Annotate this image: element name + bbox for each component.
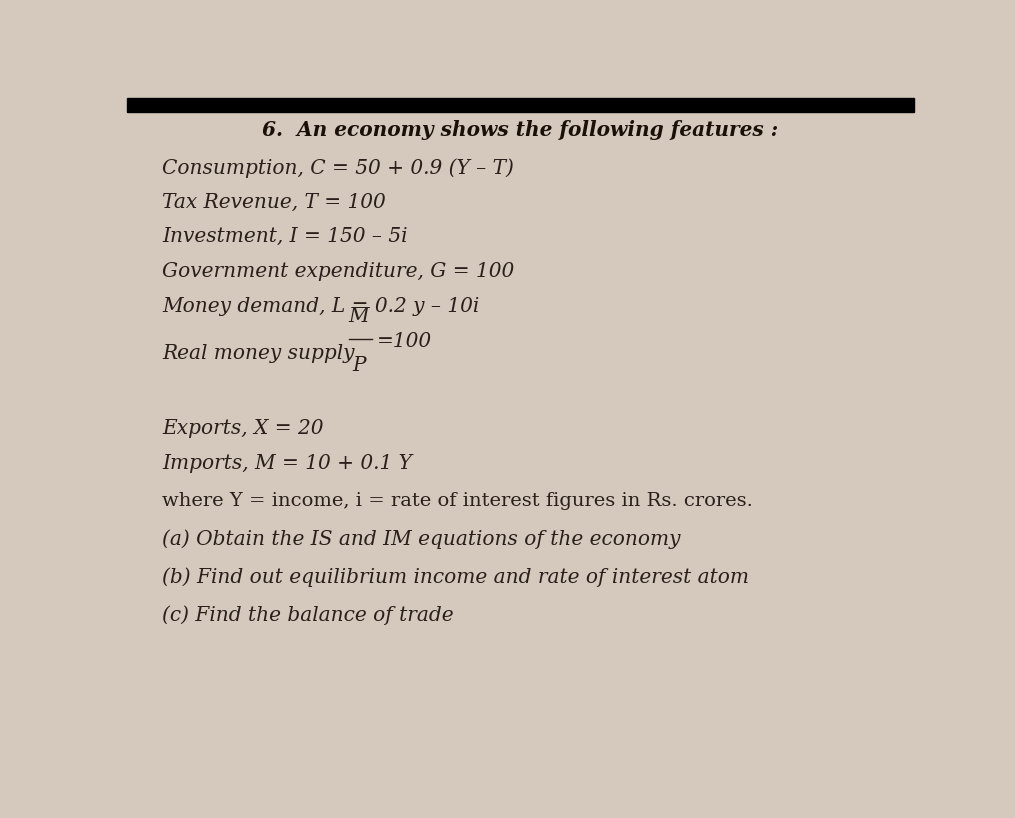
Text: where Y = income, i = rate of interest figures in Rs. crores.: where Y = income, i = rate of interest f… (162, 492, 753, 510)
Text: Real money supply: Real money supply (162, 344, 355, 363)
Text: Government expenditure, G = 100: Government expenditure, G = 100 (162, 262, 515, 281)
Text: Consumption, C = 50 + 0.9 (Y – T): Consumption, C = 50 + 0.9 (Y – T) (162, 158, 515, 178)
Text: 6.  An economy shows the following features :: 6. An economy shows the following featur… (262, 120, 779, 140)
Text: Imports, M = 10 + 0.1 Y: Imports, M = 10 + 0.1 Y (162, 454, 412, 473)
Text: Investment, I = 150 – 5i: Investment, I = 150 – 5i (162, 227, 408, 246)
Text: M: M (348, 308, 369, 326)
Text: (b) Find out equilibrium income and rate of interest atom: (b) Find out equilibrium income and rate… (162, 568, 749, 587)
Text: P: P (352, 357, 365, 375)
Text: =100: =100 (377, 332, 432, 352)
Text: (c) Find the balance of trade: (c) Find the balance of trade (162, 605, 454, 625)
Text: (a) Obtain the IS and IM equations of the economy: (a) Obtain the IS and IM equations of th… (162, 529, 681, 549)
Bar (127, 98, 914, 112)
Text: Exports, X = 20: Exports, X = 20 (162, 420, 324, 438)
Text: Money demand, L = 0.2 y – 10i: Money demand, L = 0.2 y – 10i (162, 297, 479, 316)
Text: Tax Revenue, T = 100: Tax Revenue, T = 100 (162, 193, 386, 212)
